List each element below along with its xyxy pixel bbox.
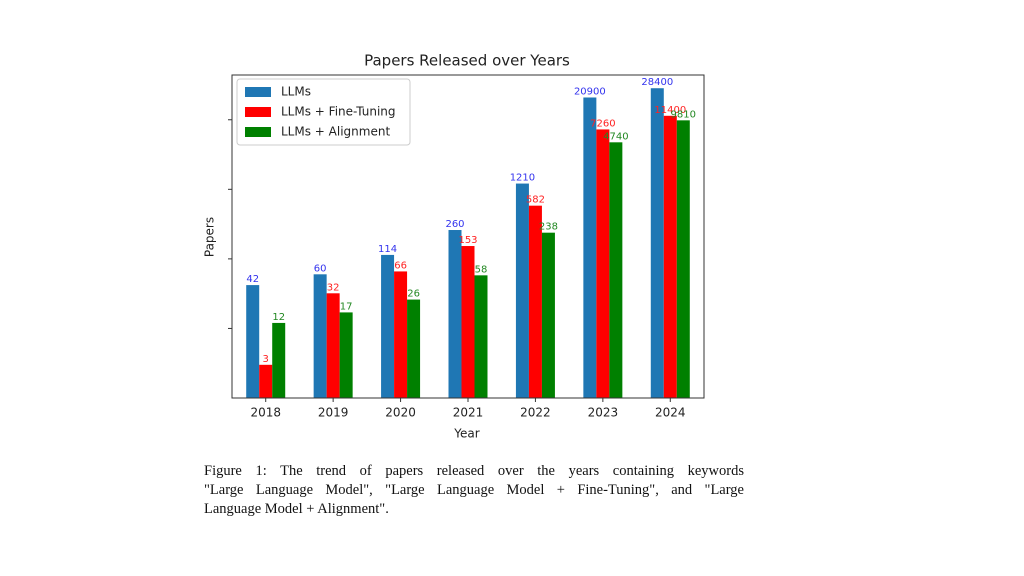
value-label: 1210	[510, 173, 535, 184]
value-label: 17	[340, 301, 353, 312]
legend-swatch	[245, 127, 271, 137]
x-tick-label: 2022	[520, 406, 551, 420]
legend-box	[236, 78, 411, 146]
legend-label: LLMs + Alignment	[281, 125, 390, 139]
value-label: 260	[445, 219, 464, 230]
legend-swatch	[245, 107, 271, 117]
bar	[407, 299, 421, 398]
bar	[474, 275, 488, 398]
bar	[609, 142, 623, 398]
x-tick-label: 2018	[250, 406, 281, 420]
value-label: 3	[263, 354, 269, 365]
x-tick-label: 2019	[318, 406, 349, 420]
legend-swatch	[245, 87, 271, 97]
value-label: 153	[458, 235, 477, 246]
plot-frame	[231, 74, 705, 399]
caption: Figure 1: The trend of papers released o…	[204, 462, 744, 519]
value-label: 9810	[671, 109, 696, 120]
chart-title: Papers Released over Years	[364, 52, 570, 70]
value-label: 582	[526, 195, 545, 206]
bar	[528, 205, 542, 398]
bar	[448, 230, 462, 398]
y-axis-label: Papers	[203, 217, 217, 257]
x-tick-label: 2020	[385, 406, 416, 420]
legend-label: LLMs + Fine-Tuning	[281, 105, 396, 119]
x-tick-label: 2024	[655, 406, 686, 420]
legend-label: LLMs	[281, 85, 311, 99]
value-label: 60	[314, 263, 327, 274]
value-label: 20900	[574, 86, 606, 97]
x-tick-label: 2021	[453, 406, 484, 420]
value-label: 238	[539, 222, 558, 233]
bar	[541, 232, 555, 398]
value-label: 58	[475, 264, 488, 275]
bar	[596, 129, 610, 398]
bar	[676, 120, 690, 399]
caption-line: "Large Language Model", "Large Language …	[204, 482, 744, 498]
bar	[326, 293, 340, 398]
bar	[650, 88, 664, 398]
x-tick-label: 2023	[588, 406, 619, 420]
value-label: 28400	[641, 77, 673, 88]
caption-line: Figure 1: The trend of papers released o…	[204, 463, 744, 479]
bar	[394, 271, 408, 398]
caption-line: Language Model + Alignment".	[204, 501, 389, 517]
value-label: 66	[394, 260, 407, 271]
bar	[272, 322, 286, 398]
value-label: 7260	[590, 118, 615, 129]
value-label: 12	[272, 312, 285, 323]
bar	[461, 246, 475, 398]
bar	[583, 97, 597, 399]
value-label: 26	[407, 289, 420, 300]
bar	[381, 254, 395, 398]
value-label: 11400	[654, 105, 686, 116]
x-axis-label: Year	[453, 427, 479, 441]
bar	[313, 274, 327, 398]
bar	[259, 364, 273, 398]
bar	[515, 183, 529, 398]
bar	[339, 312, 353, 398]
bar	[246, 285, 260, 398]
value-label: 32	[327, 282, 340, 293]
value-label: 4740	[603, 131, 628, 142]
value-label: 114	[378, 244, 397, 255]
value-label: 42	[246, 274, 259, 285]
bar	[663, 115, 677, 398]
